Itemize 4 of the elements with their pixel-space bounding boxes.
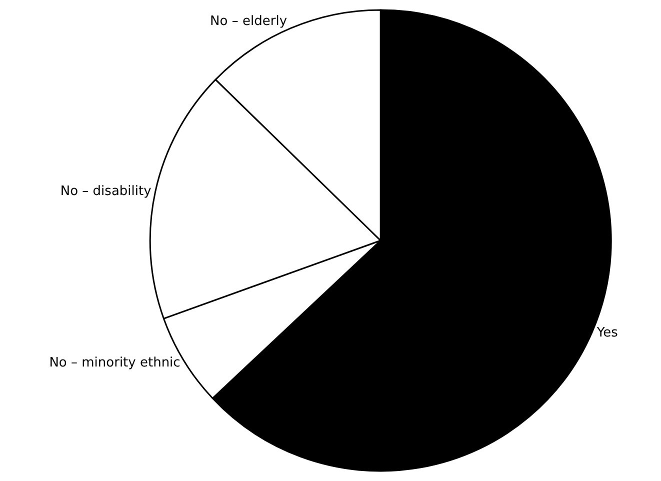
slice-label: No – minority ethnic — [49, 355, 180, 370]
slice-label: Yes — [596, 326, 618, 341]
slice-label: No – disability — [60, 184, 152, 199]
slice-label: No – elderly — [210, 14, 288, 30]
